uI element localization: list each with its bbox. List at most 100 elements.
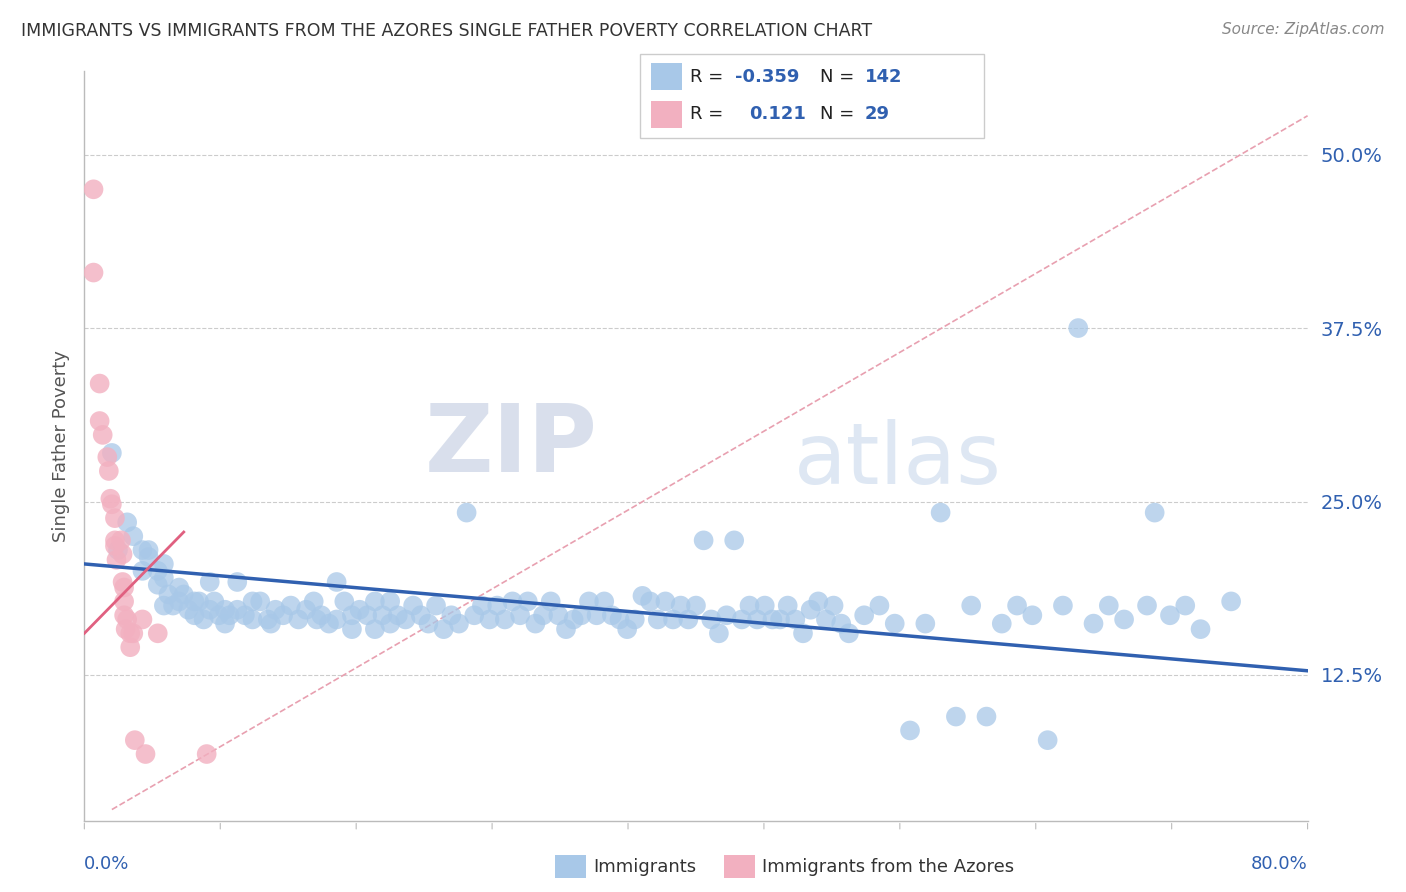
Point: [1098, 599, 1121, 613]
Point: [569, 608, 592, 623]
Point: [120, 626, 142, 640]
Point: [853, 608, 876, 623]
Point: [616, 622, 638, 636]
Text: N =: N =: [820, 68, 859, 86]
Point: [146, 626, 169, 640]
Point: [218, 608, 240, 623]
Point: [830, 616, 852, 631]
Point: [516, 594, 538, 608]
Point: [418, 616, 440, 631]
Point: [305, 612, 328, 626]
Point: [555, 622, 578, 636]
Point: [478, 612, 501, 626]
Text: ZIP: ZIP: [425, 400, 598, 492]
Point: [325, 612, 347, 626]
Point: [1136, 599, 1159, 613]
Point: [114, 622, 136, 636]
Point: [83, 182, 105, 196]
Point: [814, 612, 837, 626]
Point: [471, 599, 494, 613]
Point: [440, 608, 463, 623]
Point: [578, 594, 600, 608]
Point: [869, 599, 891, 613]
Point: [409, 608, 432, 623]
Point: [101, 446, 124, 460]
Point: [638, 594, 661, 608]
Point: [271, 608, 294, 623]
Point: [146, 578, 169, 592]
Point: [89, 376, 111, 391]
Point: [960, 599, 983, 613]
Point: [115, 612, 138, 626]
Point: [747, 612, 769, 626]
Point: [280, 599, 302, 613]
Point: [112, 608, 135, 623]
Point: [112, 594, 135, 608]
Point: [800, 603, 823, 617]
Text: R =: R =: [690, 68, 730, 86]
Point: [402, 599, 425, 613]
Point: [325, 574, 347, 589]
Point: [349, 603, 371, 617]
Point: [631, 589, 654, 603]
Point: [456, 506, 478, 520]
Point: [1143, 506, 1166, 520]
Point: [193, 612, 215, 626]
Point: [242, 612, 264, 626]
Text: 80.0%: 80.0%: [1251, 855, 1308, 873]
Point: [249, 594, 271, 608]
Text: 0.121: 0.121: [749, 105, 806, 123]
Point: [162, 599, 184, 613]
Point: [167, 594, 190, 608]
Point: [945, 709, 967, 723]
Point: [792, 626, 814, 640]
Point: [167, 581, 190, 595]
Point: [198, 574, 221, 589]
Point: [111, 574, 134, 589]
Point: [447, 616, 470, 631]
Point: [502, 594, 524, 608]
Point: [898, 723, 921, 738]
Point: [364, 594, 387, 608]
Point: [214, 616, 236, 631]
Point: [707, 626, 730, 640]
Point: [1159, 608, 1181, 623]
Text: R =: R =: [690, 105, 735, 123]
Text: Source: ZipAtlas.com: Source: ZipAtlas.com: [1222, 22, 1385, 37]
Point: [494, 612, 516, 626]
Point: [287, 612, 309, 626]
Point: [122, 626, 145, 640]
Point: [122, 529, 145, 543]
Point: [110, 533, 132, 548]
Point: [214, 603, 236, 617]
Point: [731, 612, 754, 626]
Point: [540, 594, 562, 608]
Point: [654, 594, 676, 608]
Point: [692, 533, 714, 548]
Point: [769, 612, 792, 626]
Point: [425, 599, 447, 613]
Point: [387, 608, 409, 623]
Point: [311, 608, 333, 623]
Point: [1005, 599, 1028, 613]
Point: [356, 608, 378, 623]
Point: [153, 571, 176, 585]
Point: [104, 539, 127, 553]
Point: [678, 612, 700, 626]
Point: [96, 450, 118, 464]
Point: [593, 594, 616, 608]
Point: [340, 608, 363, 623]
Point: [242, 594, 264, 608]
Point: [89, 414, 111, 428]
Point: [371, 608, 394, 623]
Point: [153, 599, 176, 613]
Point: [1021, 608, 1043, 623]
Point: [302, 594, 325, 608]
Text: IMMIGRANTS VS IMMIGRANTS FROM THE AZORES SINGLE FATHER POVERTY CORRELATION CHART: IMMIGRANTS VS IMMIGRANTS FROM THE AZORES…: [21, 22, 872, 40]
Point: [264, 603, 287, 617]
Point: [364, 622, 387, 636]
Point: [883, 616, 905, 631]
Point: [157, 587, 180, 601]
Point: [838, 626, 860, 640]
Text: atlas: atlas: [794, 419, 1002, 502]
